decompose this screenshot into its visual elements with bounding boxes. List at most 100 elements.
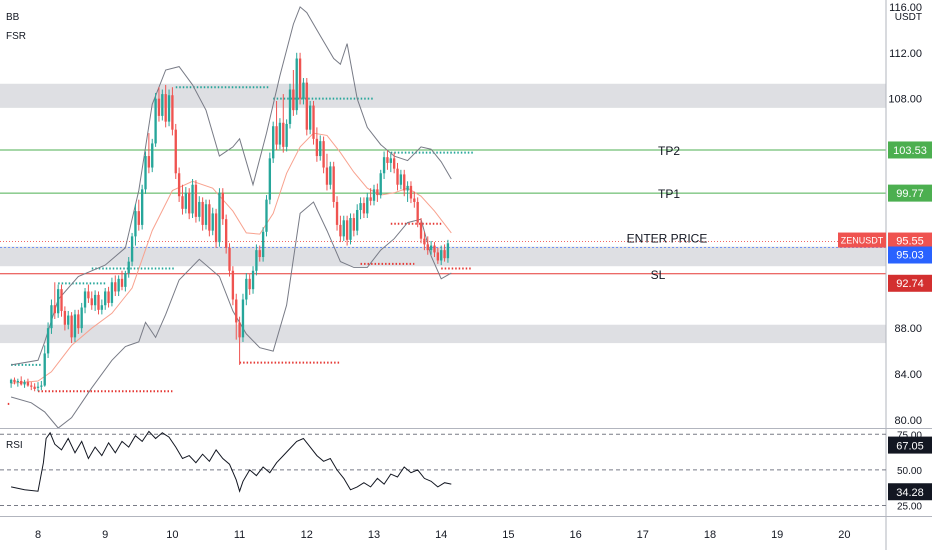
candle-body xyxy=(77,314,80,329)
symbol-tag: ZENUSDT xyxy=(841,236,884,246)
candle-body xyxy=(426,244,429,251)
candle-body xyxy=(376,189,379,196)
candle-body xyxy=(362,203,366,214)
candle-body xyxy=(174,129,177,174)
candle-body xyxy=(201,201,204,225)
candle-body xyxy=(298,58,302,99)
candle-body xyxy=(416,201,419,223)
candle-body xyxy=(251,270,255,290)
candle-body xyxy=(224,219,228,248)
candle-body xyxy=(235,299,238,323)
rsi-indicator-label: RSI xyxy=(6,440,23,451)
candle-body xyxy=(443,250,446,259)
candle-body xyxy=(60,289,63,311)
candle-body xyxy=(83,291,87,308)
price-unit-label: USDT xyxy=(895,12,922,23)
candle-body xyxy=(137,211,140,225)
candle-body xyxy=(164,94,167,122)
candle-body xyxy=(33,386,36,389)
tp1-price-badge-bg xyxy=(888,184,932,202)
candle-body xyxy=(446,243,450,259)
candle-body xyxy=(208,204,211,231)
rsi-upper-badge-bg xyxy=(888,436,932,454)
candle-body xyxy=(312,105,315,139)
candle-body xyxy=(43,353,46,386)
candle-body xyxy=(26,382,30,386)
candle-body xyxy=(396,168,399,185)
rsi-upper-badge: 67.05 xyxy=(896,441,924,453)
candle-body xyxy=(335,201,339,225)
candle-body xyxy=(423,238,426,245)
time-axis-label: 20 xyxy=(838,529,850,541)
symbol-tag-bg xyxy=(838,232,886,248)
candle-body xyxy=(319,141,322,157)
rsi-tick-label: 50.00 xyxy=(897,466,922,477)
candle-body xyxy=(359,203,362,210)
candle-body xyxy=(147,156,151,168)
candle-body xyxy=(154,98,157,144)
candle-body xyxy=(302,82,305,99)
candle-body xyxy=(399,174,403,185)
candle-body xyxy=(157,98,161,116)
candle-body xyxy=(188,192,191,214)
candle-body xyxy=(305,82,308,130)
rsi-tick-label: 25.00 xyxy=(897,501,922,512)
candle-body xyxy=(436,252,440,261)
candle-body xyxy=(40,385,43,387)
candle-body xyxy=(389,158,392,163)
candle-body xyxy=(130,236,134,262)
candle-body xyxy=(379,173,382,196)
candle-body xyxy=(221,192,224,220)
bb-upper-band xyxy=(11,6,452,366)
candle-body xyxy=(23,382,26,385)
sl-price-badge: 92.74 xyxy=(896,278,924,290)
candle-body xyxy=(46,328,50,354)
bb-indicator-label[interactable]: BB xyxy=(6,12,20,23)
candle-body xyxy=(93,294,97,306)
candle-body xyxy=(120,278,124,287)
candle-body xyxy=(352,218,356,231)
candle-body xyxy=(248,278,251,290)
sr-zone xyxy=(0,324,886,344)
candle-body xyxy=(53,305,56,314)
tp2-price-badge: 103.53 xyxy=(893,145,927,157)
candle-body xyxy=(114,282,117,292)
candle-body xyxy=(90,298,93,306)
candle-body xyxy=(345,220,349,240)
time-axis-label: 18 xyxy=(704,529,716,541)
candle-body xyxy=(218,192,221,243)
candle-body xyxy=(177,173,181,197)
candle-body xyxy=(134,211,137,237)
candle-body xyxy=(87,291,90,299)
candle-body xyxy=(282,122,285,147)
candle-body xyxy=(268,158,272,200)
time-axis-label: 16 xyxy=(569,529,581,541)
candle-body xyxy=(204,204,208,225)
time-axis-label: 13 xyxy=(368,529,380,541)
rsi-lower-badge: 34.28 xyxy=(896,487,924,499)
candle-body xyxy=(255,250,258,271)
entry-price-label: ENTER PRICE xyxy=(627,232,708,246)
candle-body xyxy=(329,166,332,185)
candle-body xyxy=(409,185,413,199)
candle-body xyxy=(56,289,60,314)
candle-body xyxy=(295,58,298,111)
candle-body xyxy=(372,189,376,201)
fsr-indicator-label[interactable]: FSR xyxy=(6,31,26,42)
candle-body xyxy=(161,94,164,116)
candle-body xyxy=(80,307,83,329)
sl-price-badge-bg xyxy=(888,274,932,292)
candle-body xyxy=(386,157,389,163)
price-tick-label: 116.00 xyxy=(889,2,922,14)
candle-body xyxy=(167,95,171,122)
candle-body xyxy=(73,314,77,338)
last-price-badge: 95.55 xyxy=(896,236,924,248)
time-axis-label: 14 xyxy=(435,529,447,541)
rsi-lower-badge-bg xyxy=(888,483,932,501)
candle-body xyxy=(278,122,282,145)
candle-body xyxy=(231,270,235,300)
candle-body xyxy=(36,386,40,388)
candle-body xyxy=(403,174,406,191)
candle-body xyxy=(104,291,107,306)
